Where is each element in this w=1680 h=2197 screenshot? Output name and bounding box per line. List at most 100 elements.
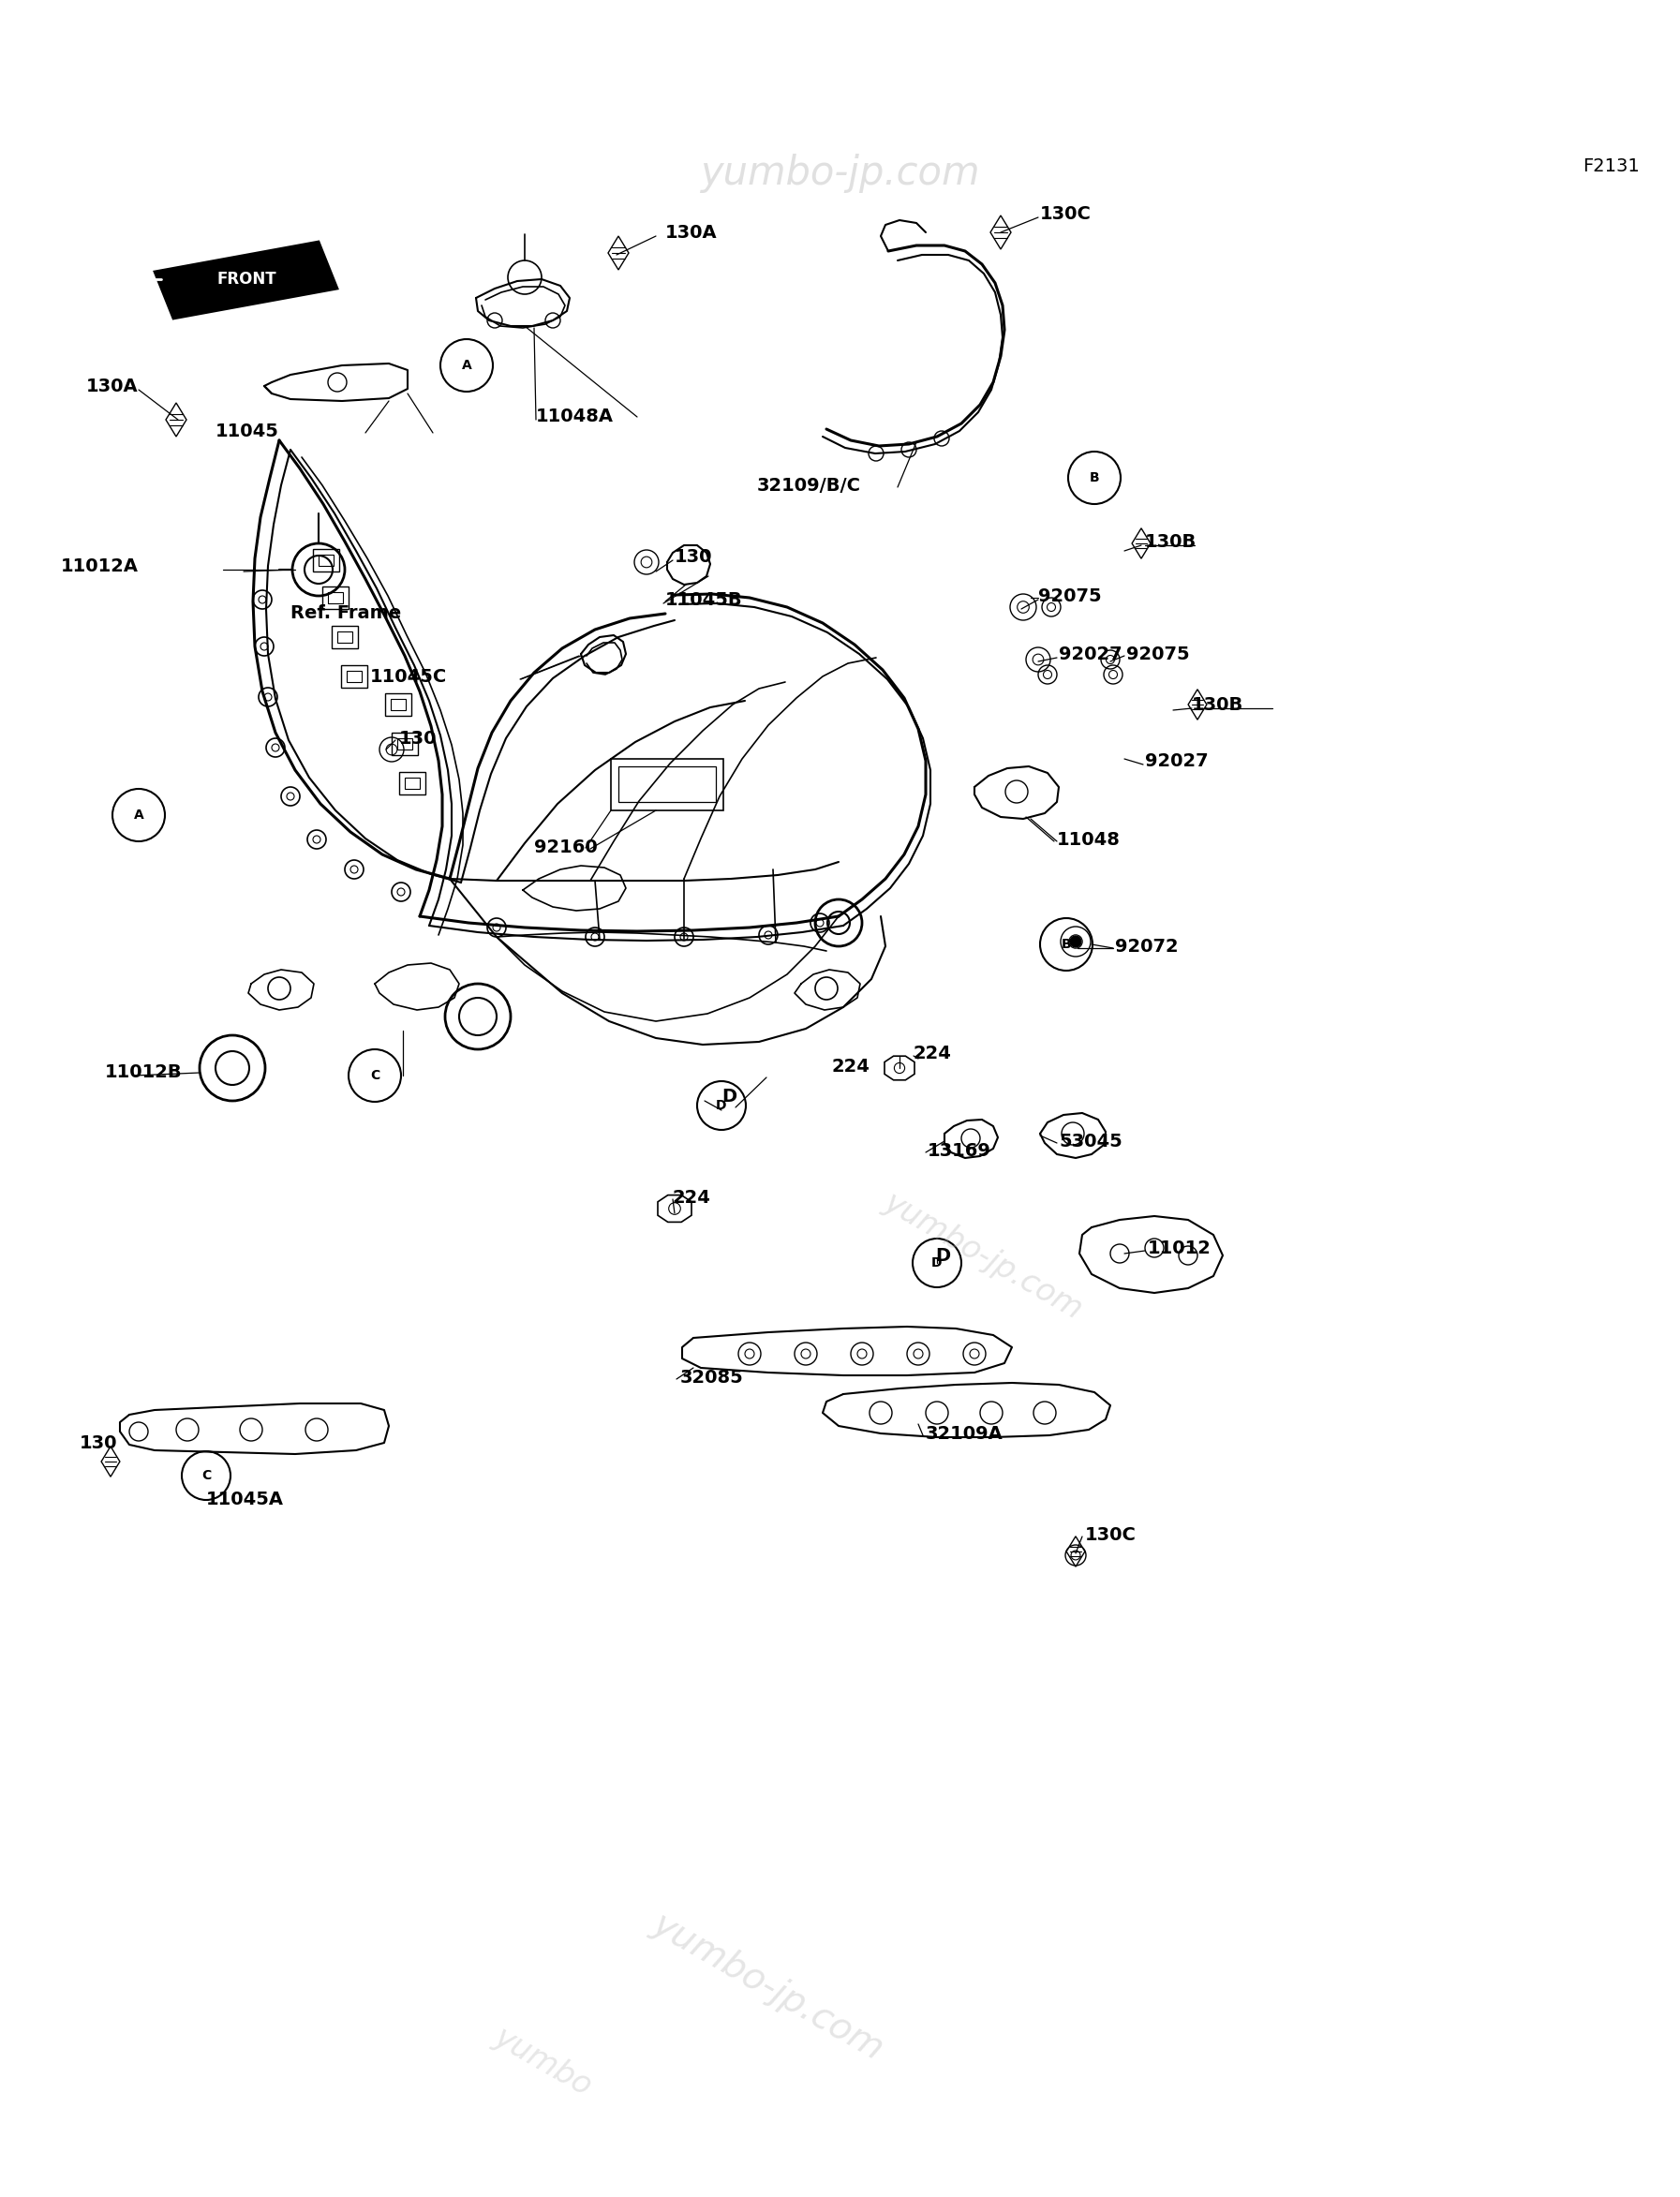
Circle shape (1072, 1551, 1080, 1560)
Text: D: D (721, 1088, 736, 1105)
Circle shape (260, 644, 269, 650)
Circle shape (969, 1349, 979, 1358)
Circle shape (1070, 936, 1082, 947)
Text: 92075: 92075 (1038, 587, 1102, 604)
Text: 92075: 92075 (1126, 646, 1189, 663)
Text: 92072: 92072 (1116, 938, 1178, 956)
Bar (396, 738, 412, 749)
Text: 11045A: 11045A (207, 1490, 284, 1507)
Bar (346, 670, 361, 681)
Circle shape (312, 835, 321, 844)
Text: 130B: 130B (1146, 532, 1196, 551)
Bar (385, 694, 412, 716)
Circle shape (914, 1349, 922, 1358)
Circle shape (1033, 655, 1043, 666)
Polygon shape (1132, 527, 1151, 558)
Bar (391, 732, 418, 756)
Text: 130A: 130A (86, 378, 138, 395)
Text: 11012A: 11012A (60, 558, 139, 576)
Bar (312, 549, 339, 571)
Polygon shape (166, 402, 186, 437)
Text: yumbo-jp.com: yumbo-jp.com (699, 154, 979, 193)
Bar (612, 758, 724, 811)
Circle shape (386, 745, 396, 756)
Text: 92027: 92027 (1146, 751, 1208, 769)
Text: yumbo-jp.com: yumbo-jp.com (647, 1905, 890, 2067)
Text: A: A (134, 808, 144, 822)
Text: 11045C: 11045C (370, 668, 447, 685)
Circle shape (1043, 670, 1052, 679)
Text: C: C (202, 1470, 212, 1483)
Circle shape (744, 1349, 754, 1358)
Bar (400, 771, 425, 795)
Circle shape (287, 793, 294, 800)
Circle shape (492, 923, 501, 932)
Bar (391, 699, 405, 710)
Text: 32109/B/C: 32109/B/C (758, 477, 862, 494)
Bar (405, 778, 420, 789)
Text: 11048: 11048 (1057, 830, 1121, 848)
Polygon shape (123, 272, 139, 288)
Text: 130: 130 (675, 549, 712, 567)
Text: B: B (1062, 938, 1072, 951)
Circle shape (1018, 602, 1030, 613)
Text: Ref. Frame: Ref. Frame (291, 604, 402, 622)
Text: 11012: 11012 (1147, 1239, 1211, 1257)
Bar (341, 666, 368, 688)
Bar (323, 587, 348, 609)
Circle shape (816, 918, 823, 927)
Circle shape (801, 1349, 810, 1358)
Polygon shape (101, 1446, 119, 1476)
Text: 11045B: 11045B (665, 591, 743, 609)
Text: 130C: 130C (1040, 204, 1092, 222)
Circle shape (857, 1349, 867, 1358)
Text: yumbo-jp.com: yumbo-jp.com (879, 1186, 1089, 1325)
Text: 13169: 13169 (927, 1142, 991, 1160)
Polygon shape (155, 242, 338, 319)
Circle shape (272, 745, 279, 751)
Text: D: D (932, 1257, 942, 1270)
Text: 224: 224 (672, 1189, 711, 1206)
Text: A: A (462, 358, 472, 371)
Text: 224: 224 (832, 1057, 870, 1074)
Polygon shape (608, 235, 628, 270)
Text: 224: 224 (914, 1046, 953, 1063)
Polygon shape (1067, 1536, 1085, 1566)
Text: 11048A: 11048A (536, 409, 613, 426)
Text: 92027: 92027 (1058, 646, 1122, 663)
Circle shape (1105, 655, 1114, 663)
Text: 130: 130 (79, 1435, 118, 1452)
Circle shape (264, 694, 272, 701)
Circle shape (259, 595, 265, 604)
Bar (319, 554, 334, 567)
Text: 130C: 130C (1085, 1525, 1136, 1544)
Text: 11045: 11045 (215, 422, 279, 439)
Text: D: D (936, 1246, 951, 1263)
Text: 130: 130 (400, 729, 437, 747)
Text: 11012B: 11012B (104, 1063, 183, 1081)
Circle shape (129, 1421, 148, 1441)
Bar (618, 767, 716, 802)
Circle shape (591, 934, 598, 940)
Text: 130A: 130A (665, 224, 717, 242)
Bar (331, 626, 358, 648)
Circle shape (642, 556, 652, 567)
Text: 92160: 92160 (534, 837, 598, 857)
Text: yumbo: yumbo (489, 2021, 598, 2103)
Text: B: B (1089, 470, 1099, 483)
Circle shape (1068, 936, 1082, 949)
Text: 130B: 130B (1191, 696, 1243, 714)
Text: F2131: F2131 (1583, 158, 1640, 176)
Circle shape (680, 934, 687, 940)
Text: C: C (370, 1070, 380, 1083)
Text: 32085: 32085 (680, 1369, 744, 1386)
Circle shape (1047, 602, 1055, 611)
Text: FRONT: FRONT (217, 270, 276, 288)
Circle shape (396, 888, 405, 896)
Circle shape (1109, 670, 1117, 679)
Circle shape (351, 866, 358, 872)
Text: 32109A: 32109A (926, 1424, 1003, 1443)
Text: 53045: 53045 (1058, 1131, 1122, 1149)
Text: D: D (716, 1098, 727, 1112)
Bar (338, 631, 353, 644)
